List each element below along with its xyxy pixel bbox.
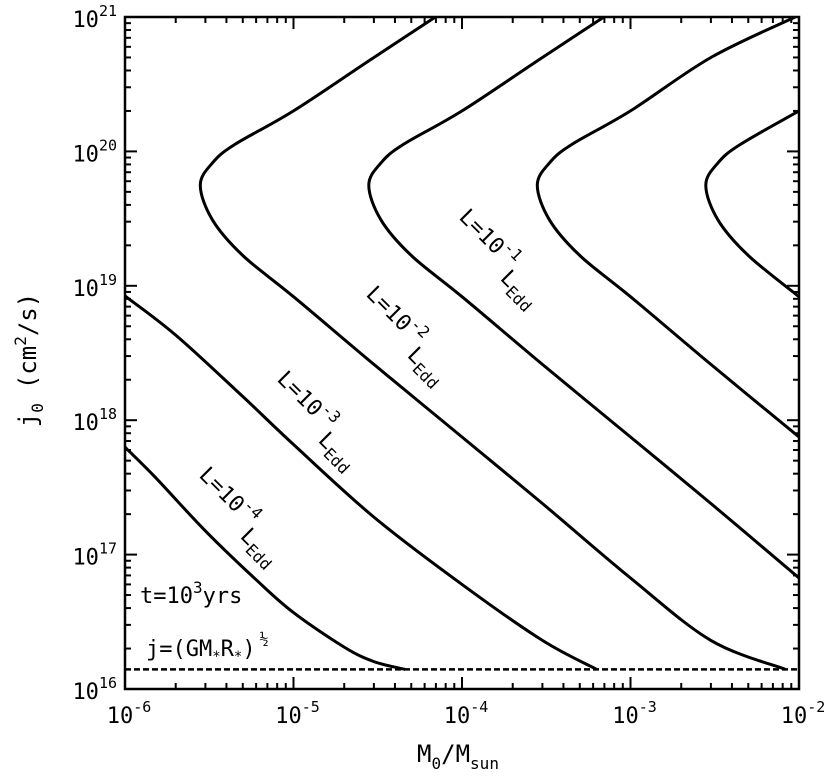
y-tick-label: 1019 xyxy=(72,271,117,302)
x-axis-label: M0/Msun xyxy=(417,740,499,773)
curve-3 xyxy=(198,17,786,671)
tick-labels-group: 10-6 10-5 10-4 10-3 10-2 1016 1017 1018 1019 1020… xyxy=(72,2,825,729)
y-tick-label: 1016 xyxy=(72,674,117,705)
curve-label-1e-4: L=10-4LEdd xyxy=(181,458,297,574)
x-tick-label: 10-5 xyxy=(275,698,320,729)
curve-label-1e-3: L=10-3LEdd xyxy=(259,362,375,478)
curves-group xyxy=(125,17,799,671)
y-axis-label: j0(cm2/s) xyxy=(11,293,47,427)
jmin-annotation: j=(GM*R*) ½ xyxy=(146,630,269,665)
y-tick-label: 1018 xyxy=(72,405,117,436)
curve-1 xyxy=(125,446,406,671)
curve-2 xyxy=(125,294,598,671)
curve-label-1e-2: L=10-2LEdd xyxy=(348,277,464,393)
x-tick-label: 10-4 xyxy=(444,698,489,729)
y-tick-label: 1020 xyxy=(72,136,117,167)
curve-label-1e-1: L=10-1LEdd xyxy=(441,200,557,316)
plot-frame xyxy=(123,15,801,691)
curve-5 xyxy=(535,17,799,439)
x-tick-label: 10-2 xyxy=(781,698,826,729)
x-tick-label: 10-3 xyxy=(612,698,657,729)
curve-6 xyxy=(704,109,799,298)
y-tick-label: 1021 xyxy=(72,2,117,33)
y-tick-label: 1017 xyxy=(72,540,117,571)
x-tick-label: 10-6 xyxy=(107,698,152,729)
curve-4 xyxy=(367,17,799,580)
time-annotation: t=103yrs xyxy=(140,578,242,609)
